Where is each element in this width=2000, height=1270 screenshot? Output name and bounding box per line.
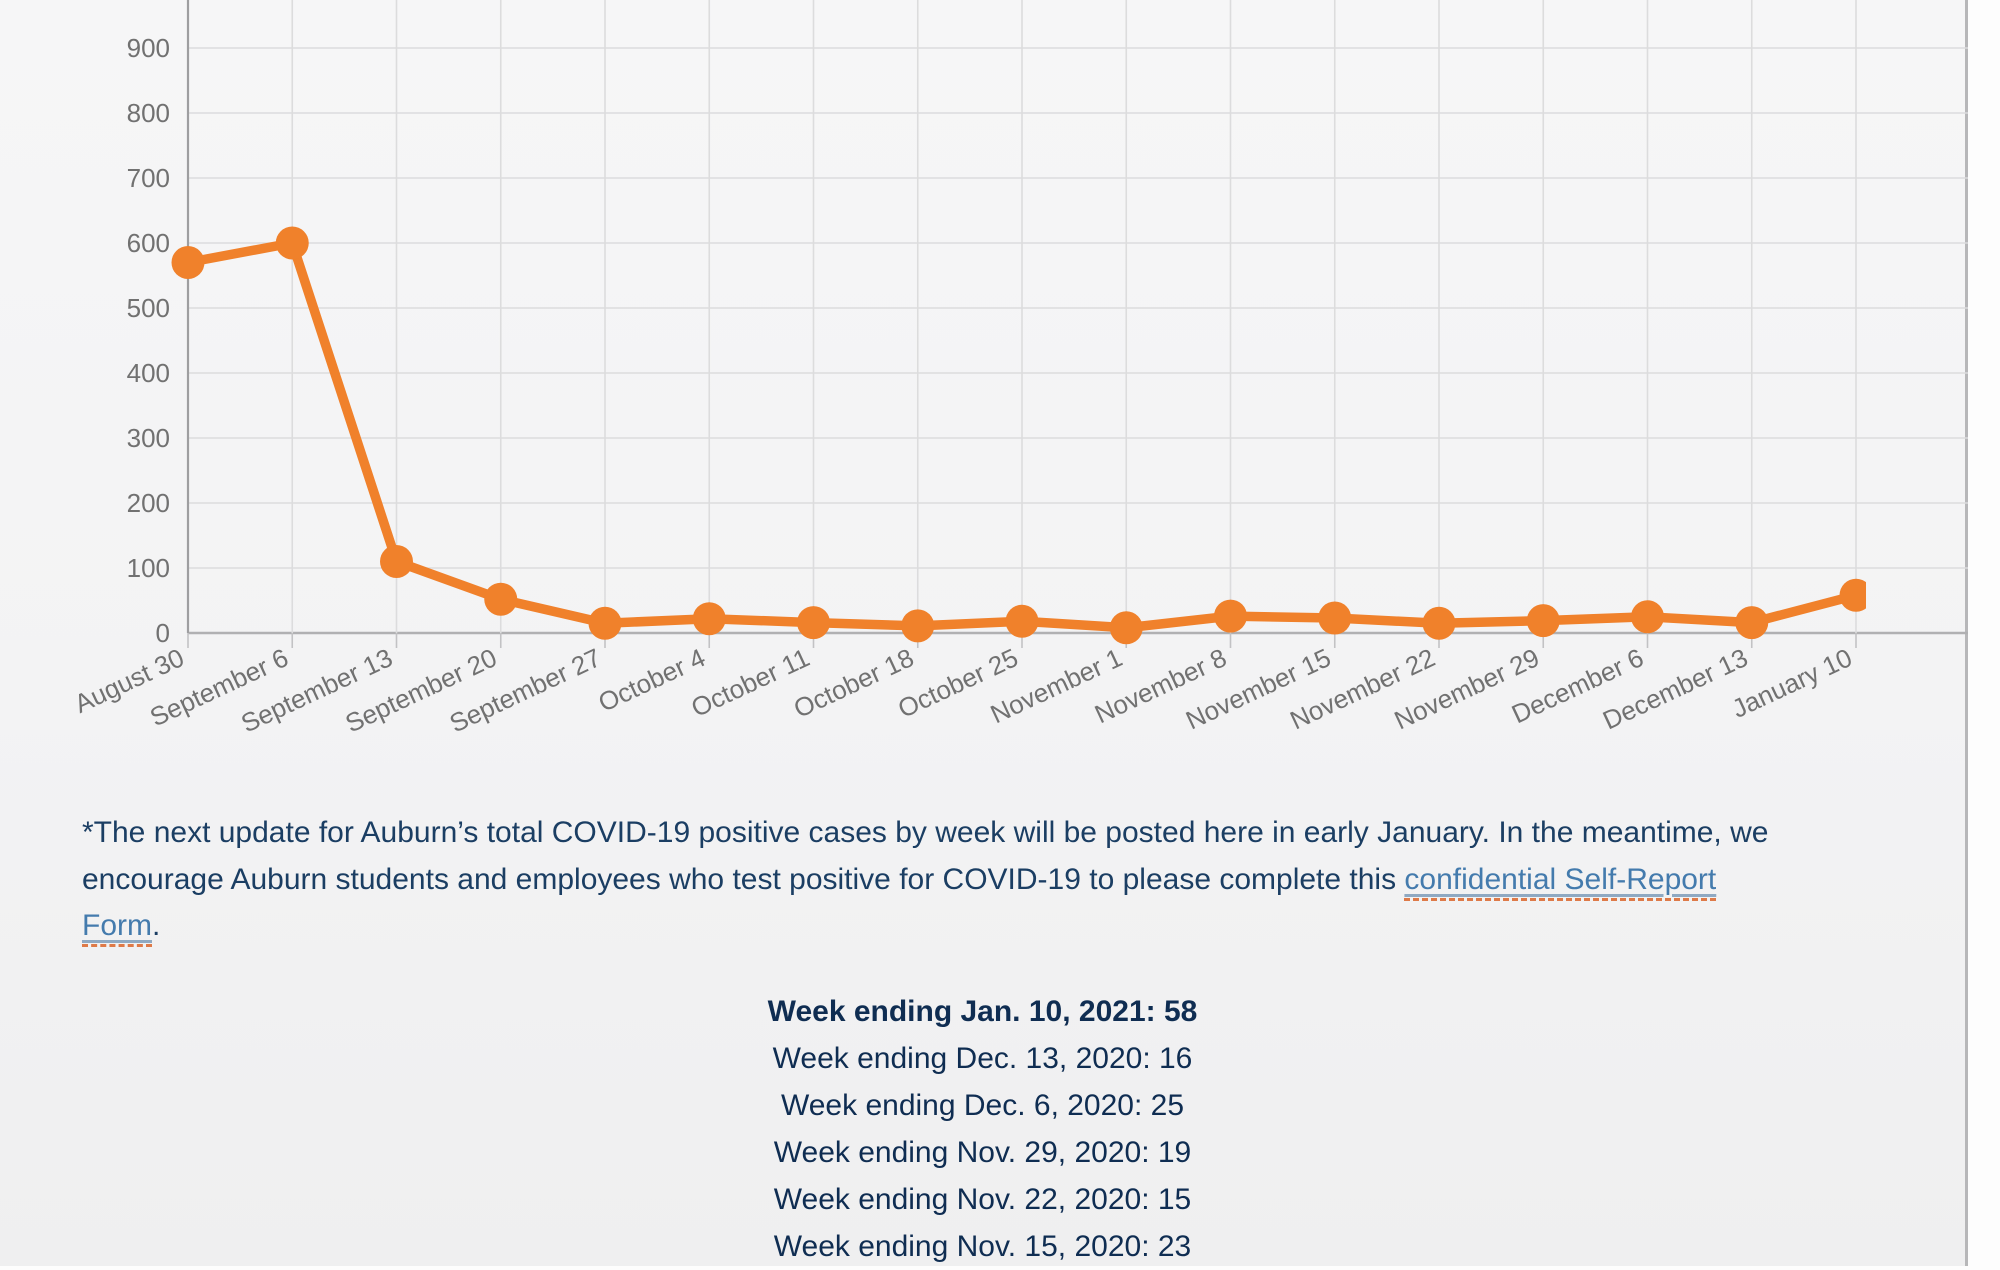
x-tick-label: January 10 <box>1727 642 1856 724</box>
weekly-total-item: Week ending Dec. 6, 2020: 25 <box>780 1088 1185 1122</box>
y-tick-label: 500 <box>127 293 170 323</box>
data-point[interactable] <box>901 609 935 643</box>
data-point[interactable] <box>1318 601 1352 635</box>
y-tick-label: 600 <box>127 228 170 258</box>
self-report-form-link[interactable]: confidential Self-Report Form <box>82 862 1717 947</box>
data-point[interactable] <box>1735 606 1769 640</box>
y-tick-label: 0 <box>156 618 170 648</box>
y-tick-label: 700 <box>127 163 170 193</box>
covid-cases-line-chart: 0 100 200 300 400 500 600 700 800 900 August 30 Sep… <box>0 0 1968 770</box>
y-tick-label: 300 <box>127 423 170 453</box>
data-point[interactable] <box>1631 600 1664 634</box>
data-point[interactable] <box>588 606 622 640</box>
note-text: *The next update for Auburn’s total COVI… <box>82 816 1769 896</box>
data-point[interactable] <box>1526 604 1560 638</box>
data-point[interactable] <box>1109 611 1143 645</box>
weekly-total-item: Week ending Jan. 10, 2021: 58 <box>767 994 1198 1028</box>
data-point[interactable] <box>380 545 413 578</box>
data-point[interactable] <box>171 246 205 279</box>
data-point[interactable] <box>275 226 309 260</box>
weekly-total-item: Week ending Nov. 29, 2020: 19 <box>773 1135 1192 1169</box>
note-period: . <box>152 909 161 942</box>
weekly-total-item: Week ending Nov. 22, 2020: 15 <box>773 1182 1192 1216</box>
weekly-total-item: Week ending Dec. 13, 2020: 16 <box>772 1041 1193 1075</box>
data-point[interactable] <box>484 582 518 616</box>
data-point[interactable] <box>797 606 830 640</box>
data-point[interactable] <box>1839 578 1873 612</box>
weekly-total-item: Week ending Nov. 15, 2020: 23 <box>773 1229 1192 1263</box>
y-tick-label: 900 <box>127 33 170 63</box>
update-note: *The next update for Auburn’s total COVI… <box>82 810 1802 950</box>
data-point[interactable] <box>1005 604 1039 638</box>
data-point[interactable] <box>1214 599 1247 633</box>
x-tick-label: October 18 <box>789 642 918 724</box>
weekly-totals-list: Week ending Jan. 10, 2021: 58 Week endin… <box>0 988 1965 1270</box>
data-point[interactable] <box>692 602 726 636</box>
y-tick-label: 400 <box>127 358 170 388</box>
data-point[interactable] <box>1422 606 1456 640</box>
y-tick-label: 200 <box>127 488 170 518</box>
y-tick-label: 800 <box>127 98 170 128</box>
y-tick-label: 100 <box>127 553 170 583</box>
